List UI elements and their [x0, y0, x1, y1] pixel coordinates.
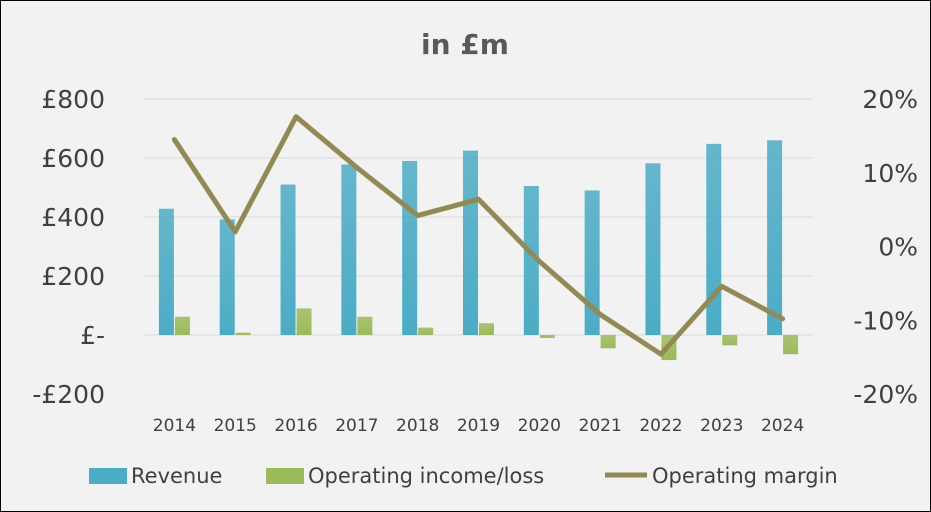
legend-label: Operating margin [652, 464, 838, 488]
operating-income-bar-2020 [539, 335, 555, 338]
right-axis-tick-label: -20% [853, 380, 918, 409]
x-axis-tick-label: 2017 [335, 416, 378, 436]
chart-title: in £m [421, 28, 509, 61]
right-axis-ticks: -20% -10% 0% 10% 20% [853, 85, 918, 409]
x-axis-tick-label: 2019 [457, 416, 500, 436]
operating-income-bar-2014 [174, 316, 190, 335]
operating-income-bar-2015 [235, 332, 251, 335]
grid-lines [144, 98, 813, 336]
revenue-bar-2015 [219, 219, 235, 335]
operating-income-bar-2024 [783, 335, 799, 355]
left-axis-tick-label: -£200 [32, 380, 105, 409]
operating-income-bar-2021 [600, 335, 616, 349]
revenue-bar-2016 [280, 184, 296, 335]
left-axis-tick-label: £200 [41, 262, 105, 291]
x-axis-tick-label: 2022 [639, 416, 682, 436]
revenue-bar-2022 [645, 163, 661, 335]
right-axis-tick-label: 20% [862, 85, 918, 114]
revenue-bar-2014 [158, 208, 174, 335]
bars [158, 140, 799, 361]
operating-income-bar-2018 [418, 327, 434, 335]
left-axis-tick-label: £600 [41, 144, 105, 173]
right-axis-tick-label: 10% [862, 159, 918, 188]
left-axis-tick-label: £400 [41, 203, 105, 232]
x-axis-tick-label: 2015 [214, 416, 257, 436]
legend: Revenue Operating income/loss Operating ma… [89, 464, 838, 488]
operating-income-bar-2016 [296, 308, 312, 335]
operating-margin-line [171, 114, 786, 357]
operating-income-bar-2017 [357, 316, 373, 335]
x-axis-tick-label: 2021 [579, 416, 622, 436]
legend-swatch [266, 468, 304, 484]
legend-label: Operating income/loss [308, 464, 544, 488]
revenue-bar-2021 [584, 190, 600, 335]
revenue-bar-2017 [341, 164, 357, 335]
x-axis-tick-label: 2024 [761, 416, 804, 436]
x-axis-tick-label: 2018 [396, 416, 439, 436]
left-axis-ticks: -£200 £- £200 £400 £600 £800 [32, 85, 105, 409]
right-axis-tick-label: -10% [853, 306, 918, 335]
revenue-bar-2020 [523, 186, 539, 335]
revenue-bar-2024 [767, 140, 783, 335]
legend-swatch [89, 468, 127, 484]
x-axis-ticks: 2014 2015 2016 2017 2018 2019 2020 2021 2022 2023… [153, 416, 804, 436]
operating-income-bar-2019 [479, 323, 494, 335]
x-axis-tick-label: 2020 [518, 416, 561, 436]
revenue-bar-2018 [402, 160, 418, 335]
left-axis-tick-label: £800 [41, 85, 105, 114]
operating-income-bar-2023 [722, 335, 738, 346]
margin-line [171, 114, 786, 357]
revenue-bar-2023 [706, 143, 722, 335]
x-axis-tick-label: 2014 [153, 416, 196, 436]
legend-label: Revenue [131, 464, 222, 488]
right-axis-tick-label: 0% [878, 233, 918, 262]
left-axis-tick-label: £- [80, 321, 105, 350]
x-axis-tick-label: 2016 [274, 416, 317, 436]
x-axis-tick-label: 2023 [700, 416, 743, 436]
revenue-bar-2019 [463, 150, 478, 335]
